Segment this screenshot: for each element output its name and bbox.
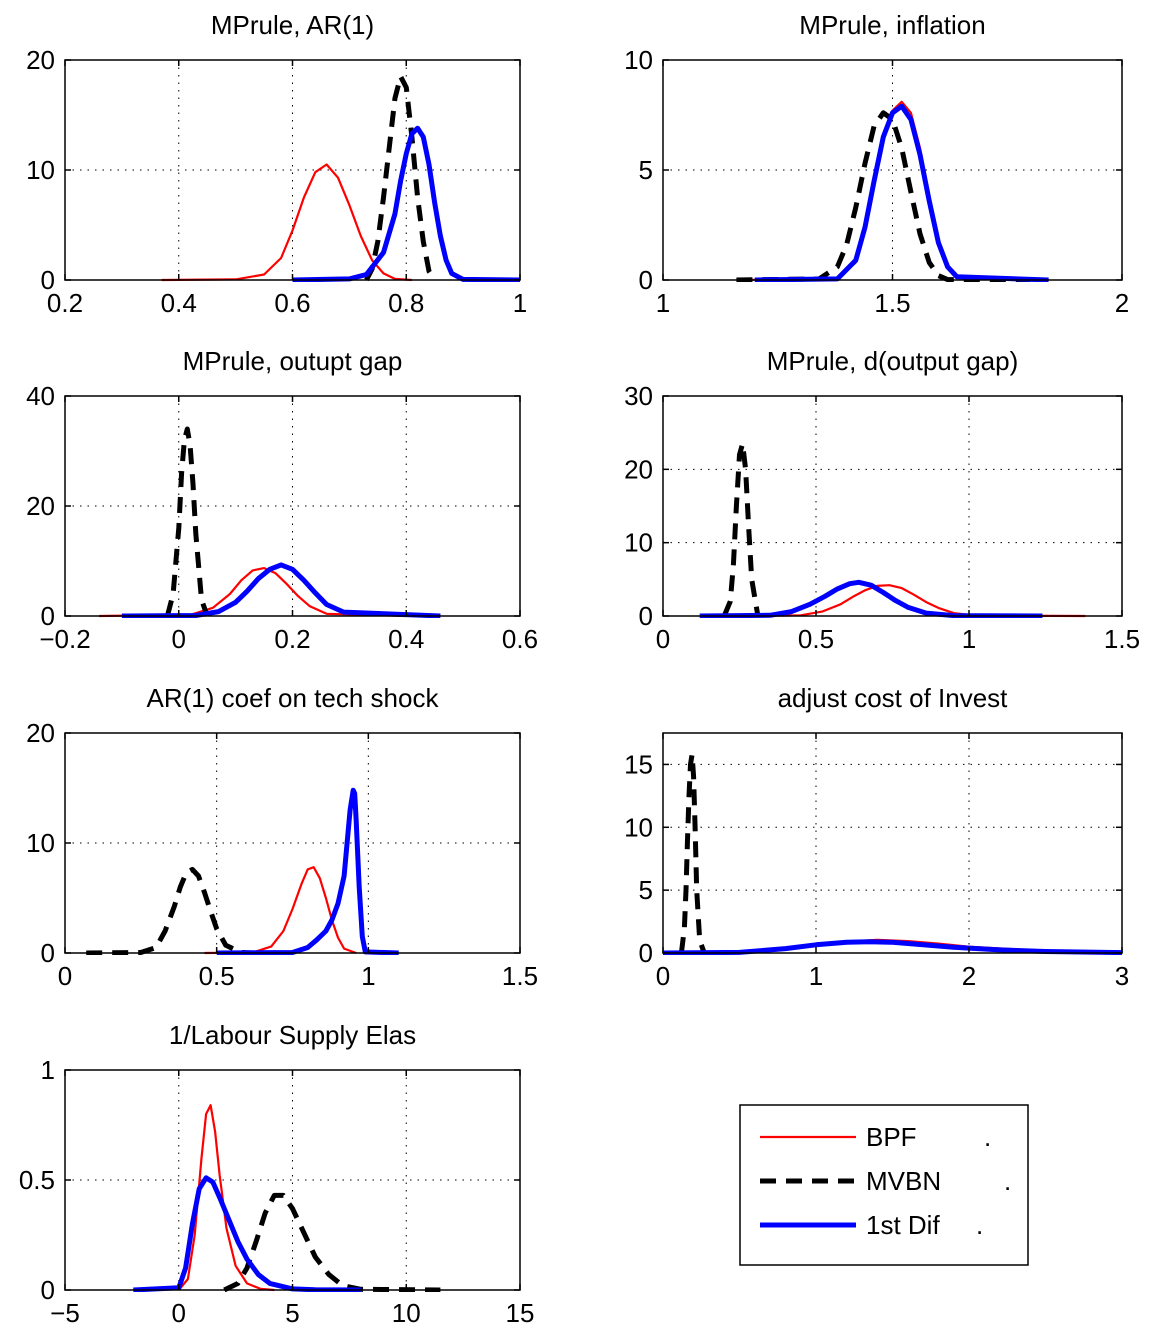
- x-tick-label: 0.6: [274, 288, 310, 318]
- y-tick-label: 0: [639, 938, 653, 968]
- y-tick-label: 10: [624, 45, 653, 75]
- legend-label-mvbn: MVBN: [866, 1166, 941, 1196]
- y-tick-label: 15: [624, 749, 653, 779]
- x-tick-label: 0: [58, 961, 72, 991]
- x-tick-label: 1: [361, 961, 375, 991]
- subplot-title: AR(1) coef on tech shock: [147, 683, 440, 713]
- x-tick-label: 0.6: [502, 624, 538, 654]
- series-line-1st-dif: [292, 125, 520, 282]
- x-tick-label: 15: [506, 1298, 535, 1328]
- x-tick-label: −5: [50, 1298, 80, 1328]
- x-tick-label: 1.5: [502, 961, 538, 991]
- subplot-title: 1/Labour Supply Elas: [169, 1020, 416, 1050]
- x-tick-label: 0.8: [388, 288, 424, 318]
- series-line-bpf: [177, 1104, 275, 1292]
- y-tick-label: 5: [639, 875, 653, 905]
- series-line-1st-dif: [754, 103, 1049, 282]
- y-tick-label: 0.5: [19, 1165, 55, 1195]
- y-tick-label: 0: [41, 1275, 55, 1305]
- x-tick-label: 0.5: [199, 961, 235, 991]
- subplot-title: MPrule, outupt gap: [183, 346, 403, 376]
- series-line-1st-dif: [699, 579, 1043, 618]
- x-tick-label: −0.2: [39, 624, 90, 654]
- y-tick-label: 30: [624, 381, 653, 411]
- legend-suffix-mvbn: .: [1004, 1166, 1011, 1196]
- plot-area: [663, 733, 1122, 953]
- y-tick-label: 0: [41, 601, 55, 631]
- subplot-2: 1 1.5 2 0 5 10 MPrule, inflation: [624, 10, 1129, 318]
- y-tick-label: 0: [639, 601, 653, 631]
- series-line-mvbn: [678, 751, 707, 954]
- y-tick-label: 20: [26, 718, 55, 748]
- x-tick-label: 0.4: [161, 288, 197, 318]
- y-tick-label: 1: [41, 1055, 55, 1085]
- x-tick-label: 2: [962, 961, 976, 991]
- subplot-title: MPrule, d(output gap): [767, 346, 1018, 376]
- y-tick-label: 10: [624, 528, 653, 558]
- axes-frame: [662, 732, 1123, 954]
- subplot-title: adjust cost of Invest: [778, 683, 1009, 713]
- y-tick-label: 10: [26, 828, 55, 858]
- x-tick-label: 1.5: [874, 288, 910, 318]
- axes-frame: [662, 395, 1123, 617]
- x-tick-label: 1: [513, 288, 527, 318]
- series-line-mvbn: [721, 441, 761, 617]
- subplot-5: 0 0.5 1 1.5 0 10 20 AR(1) coef on tech shock: [26, 683, 538, 991]
- x-tick-label: 0.2: [47, 288, 83, 318]
- legend-suffix-bpf: .: [984, 1122, 991, 1152]
- series-line-mvbn: [364, 74, 437, 282]
- y-tick-label: 20: [624, 454, 653, 484]
- y-tick-label: 10: [26, 155, 55, 185]
- legend-label-bpf: BPF: [866, 1122, 917, 1152]
- y-tick-label: 20: [26, 45, 55, 75]
- x-tick-label: 0: [656, 624, 670, 654]
- series-line-1st-dif: [121, 562, 441, 618]
- x-tick-label: 1.5: [1104, 624, 1140, 654]
- legend-suffix-1st-dif: .: [976, 1210, 983, 1240]
- legend: BPF . MVBN . 1st Dif .: [739, 1104, 1029, 1266]
- series-line-1st-dif: [216, 787, 399, 955]
- subplot-title: MPrule, AR(1): [211, 10, 374, 40]
- subplot-title: MPrule, inflation: [799, 10, 985, 40]
- y-tick-label: 0: [639, 265, 653, 295]
- x-tick-label: 3: [1115, 961, 1129, 991]
- x-tick-label: 1: [656, 288, 670, 318]
- y-tick-label: 20: [26, 491, 55, 521]
- series-line-bpf: [99, 566, 407, 618]
- series-line-mvbn: [86, 866, 254, 955]
- series-line-bpf: [161, 163, 412, 282]
- x-tick-label: 0.2: [274, 624, 310, 654]
- x-tick-label: 5: [285, 1298, 299, 1328]
- x-tick-label: 0: [656, 961, 670, 991]
- legend-box: [739, 1104, 1029, 1266]
- x-tick-label: 2: [1115, 288, 1129, 318]
- plot-area: [663, 396, 1122, 616]
- series-line-1st-dif: [663, 939, 1122, 955]
- x-tick-label: 1: [809, 961, 823, 991]
- x-tick-label: 0.4: [388, 624, 424, 654]
- x-tick-label: 0.5: [798, 624, 834, 654]
- legend-label-1st-dif: 1st Dif: [866, 1210, 940, 1240]
- series-line-bpf: [760, 584, 1086, 618]
- subplot-4: 0 0.5 1 1.5 0 10 20 30 MPrule, d(output gap): [624, 346, 1140, 654]
- series-line-1st-dif: [133, 1175, 361, 1292]
- x-tick-label: 0: [172, 624, 186, 654]
- y-tick-label: 40: [26, 381, 55, 411]
- y-tick-label: 5: [639, 155, 653, 185]
- series-line-mvbn: [736, 110, 1031, 282]
- x-tick-label: 1: [962, 624, 976, 654]
- x-tick-label: 10: [392, 1298, 421, 1328]
- x-tick-label: 0: [172, 1298, 186, 1328]
- y-tick-label: 0: [41, 265, 55, 295]
- series-line-mvbn: [164, 426, 210, 617]
- y-tick-label: 0: [41, 938, 55, 968]
- y-tick-label: 10: [624, 812, 653, 842]
- series-line-bpf: [204, 866, 357, 955]
- subplot-6: 0 1 2 3 0 5 10 15 adjust cost of Invest: [624, 683, 1129, 991]
